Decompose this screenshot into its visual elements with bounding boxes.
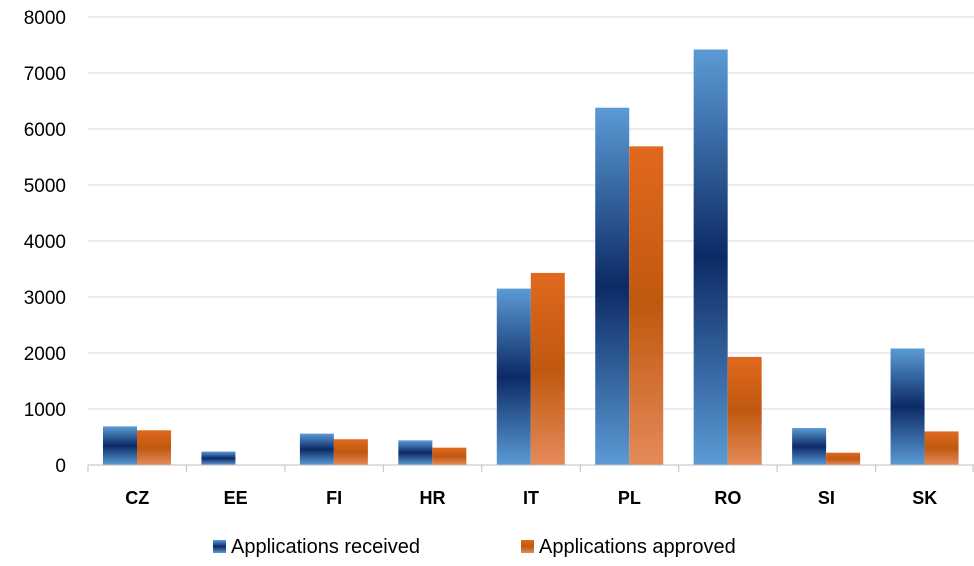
- y-axis-ticks: 0 1000 2000 3000 4000 5000 6000 7000 8000: [24, 8, 66, 477]
- legend-swatch-approved: [521, 540, 534, 553]
- y-tick-label: 0: [55, 456, 66, 477]
- legend-item-received: Applications received: [213, 536, 420, 558]
- y-tick-label: 5000: [24, 176, 66, 197]
- bar-approved-cz: [137, 430, 171, 465]
- bar-received-hr: [398, 440, 433, 465]
- bar-approved-sk: [924, 431, 959, 465]
- y-tick-label: 1000: [24, 400, 66, 421]
- bar-received-sk: [890, 348, 925, 465]
- y-tick-label: 4000: [24, 232, 66, 253]
- x-tick-label: IT: [523, 488, 539, 508]
- legend-item-approved: Applications approved: [521, 536, 736, 558]
- y-tick-label: 6000: [24, 120, 66, 141]
- legend-swatch-received: [213, 540, 226, 553]
- bar-approved-ro: [727, 356, 762, 465]
- x-tick-label: RO: [714, 488, 741, 508]
- legend: Applications received Applications approv…: [213, 536, 736, 558]
- bar-received-pl: [595, 107, 630, 465]
- bar-approved-hr: [432, 447, 467, 465]
- x-tick-label: PL: [618, 488, 641, 508]
- y-tick-label: 3000: [24, 288, 66, 309]
- bar-approved-si: [826, 452, 861, 465]
- bar-received-ee: [201, 451, 236, 465]
- x-tick-label: SI: [818, 488, 835, 508]
- y-tick-label: 2000: [24, 344, 66, 365]
- legend-label-received: Applications received: [231, 536, 420, 558]
- x-axis-categories: CZ EE FI HR IT PL RO SI SK: [125, 488, 937, 508]
- x-tick-label: SK: [912, 488, 937, 508]
- bar-received-it: [496, 288, 531, 465]
- x-tick-label: FI: [326, 488, 342, 508]
- x-tick-label: CZ: [125, 488, 149, 508]
- bar-received-cz: [103, 426, 137, 465]
- x-axis: [87, 464, 974, 472]
- x-tick-label: EE: [224, 488, 248, 508]
- bars: [103, 49, 959, 466]
- bar-approved-fi: [333, 439, 368, 465]
- bar-received-si: [792, 428, 827, 465]
- y-tick-label: 8000: [24, 8, 66, 29]
- bar-approved-it: [530, 272, 565, 465]
- y-tick-label: 7000: [24, 64, 66, 85]
- x-tick-label: HR: [420, 488, 446, 508]
- bar-received-ro: [693, 49, 728, 465]
- legend-label-approved: Applications approved: [539, 536, 736, 558]
- bar-approved-pl: [629, 146, 664, 466]
- bar-received-fi: [299, 433, 334, 465]
